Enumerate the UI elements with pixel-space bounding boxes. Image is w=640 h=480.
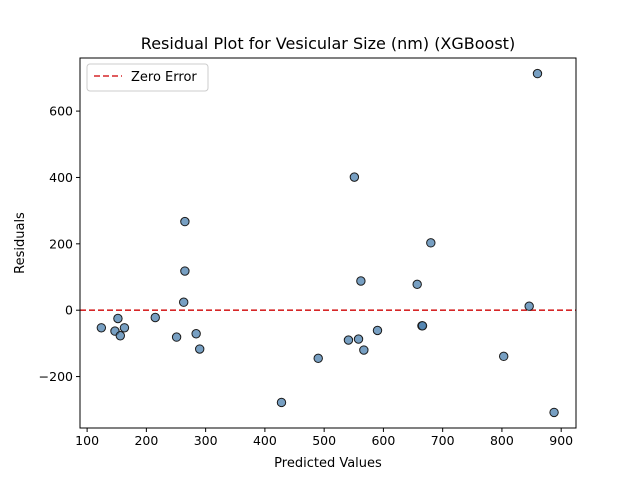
data-point xyxy=(532,68,543,79)
x-tick-label: 200 xyxy=(134,433,158,448)
data-point xyxy=(113,313,123,324)
x-tick-label: 500 xyxy=(312,433,336,448)
data-point xyxy=(195,344,205,354)
x-tick-label: 600 xyxy=(371,433,395,448)
data-point xyxy=(524,301,534,311)
data-point xyxy=(180,216,190,227)
data-point xyxy=(119,323,130,333)
data-point xyxy=(356,276,366,286)
data-point xyxy=(96,323,107,333)
y-tick-label: 400 xyxy=(49,170,73,185)
chart-title: Residual Plot for Vesicular Size (nm) (X… xyxy=(141,34,515,53)
data-point xyxy=(180,266,190,276)
y-tick-label: 200 xyxy=(49,236,73,251)
data-point xyxy=(313,353,323,364)
x-tick-label: 100 xyxy=(75,433,99,448)
data-point xyxy=(343,335,354,345)
data-point xyxy=(150,312,160,323)
y-axis-label: Residuals xyxy=(13,212,28,274)
data-point xyxy=(499,351,509,362)
x-tick-label: 700 xyxy=(431,433,455,448)
legend: Zero Error xyxy=(86,63,209,92)
x-tick-label: 300 xyxy=(194,433,218,448)
data-point xyxy=(359,345,369,355)
data-point xyxy=(417,321,428,331)
data-point xyxy=(179,297,189,307)
legend-label-zero-error: Zero Error xyxy=(131,70,197,85)
y-tick-label: −200 xyxy=(39,369,73,384)
data-point xyxy=(353,334,364,344)
x-tick-label: 900 xyxy=(549,433,573,448)
data-point xyxy=(412,279,422,290)
data-point xyxy=(372,325,383,336)
x-tick-label: 800 xyxy=(490,433,514,448)
data-point xyxy=(276,397,287,408)
plot-area xyxy=(80,68,576,418)
data-point xyxy=(191,329,201,339)
y-tick-label: 0 xyxy=(65,303,73,318)
x-axis: 100 200 300 400 500 600 700 800 900 xyxy=(75,428,573,448)
data-point xyxy=(549,407,559,418)
y-axis: −200 0 200 400 600 xyxy=(39,104,80,384)
data-point xyxy=(426,238,436,248)
y-tick-label: 600 xyxy=(49,104,73,119)
x-tick-label: 400 xyxy=(253,433,277,448)
x-axis-label: Predicted Values xyxy=(274,456,382,471)
plot-frame xyxy=(79,57,577,429)
data-point xyxy=(349,172,360,182)
legend-box xyxy=(86,63,209,92)
data-point xyxy=(171,332,182,342)
data-point xyxy=(115,331,125,341)
